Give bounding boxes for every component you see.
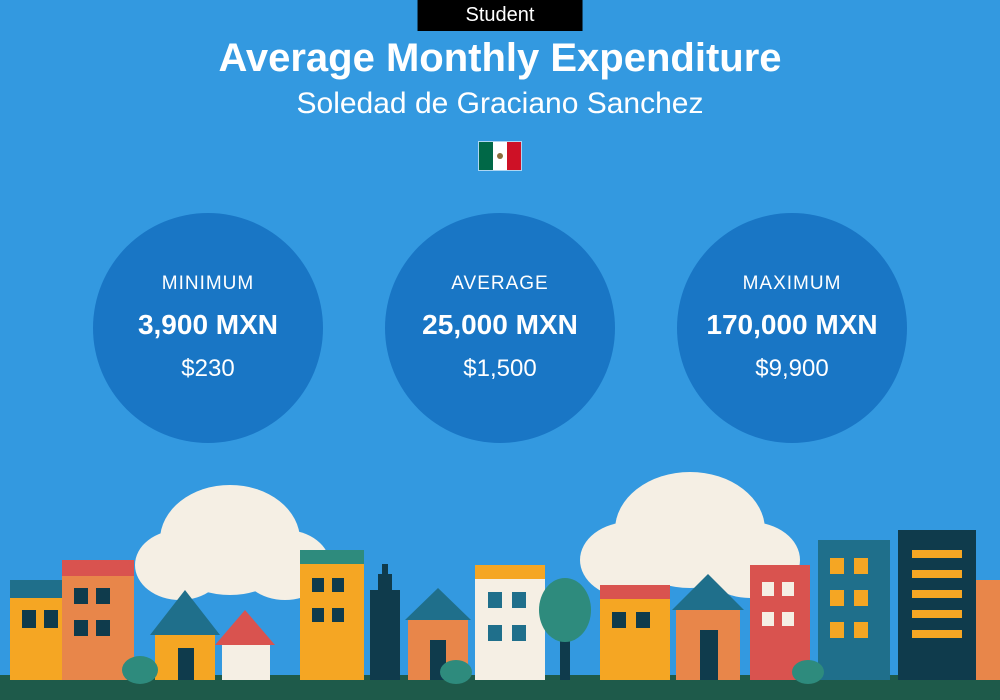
location-subtitle: Soledad de Graciano Sanchez bbox=[0, 87, 1000, 121]
stats-row: MINIMUM 3,900 MXN $230 AVERAGE 25,000 MX… bbox=[0, 213, 1000, 443]
stat-label: AVERAGE bbox=[451, 273, 548, 295]
mexico-flag-icon bbox=[478, 141, 522, 171]
page-title: Average Monthly Expenditure bbox=[0, 36, 1000, 81]
flag-stripe-red bbox=[507, 142, 521, 170]
stat-usd-value: $1,500 bbox=[463, 355, 536, 383]
stat-label: MINIMUM bbox=[162, 273, 254, 295]
stat-local-value: 3,900 MXN bbox=[138, 309, 278, 341]
flag-stripe-green bbox=[479, 142, 493, 170]
stat-label: MAXIMUM bbox=[743, 273, 842, 295]
flag-stripe-white bbox=[493, 142, 507, 170]
stat-local-value: 25,000 MXN bbox=[422, 309, 578, 341]
stat-minimum: MINIMUM 3,900 MXN $230 bbox=[93, 213, 323, 443]
stat-average: AVERAGE 25,000 MXN $1,500 bbox=[385, 213, 615, 443]
stat-local-value: 170,000 MXN bbox=[706, 309, 877, 341]
stat-usd-value: $9,900 bbox=[755, 355, 828, 383]
category-badge: Student bbox=[418, 0, 583, 31]
cityscape-illustration bbox=[0, 470, 1000, 700]
stat-maximum: MAXIMUM 170,000 MXN $9,900 bbox=[677, 213, 907, 443]
stat-usd-value: $230 bbox=[181, 355, 234, 383]
